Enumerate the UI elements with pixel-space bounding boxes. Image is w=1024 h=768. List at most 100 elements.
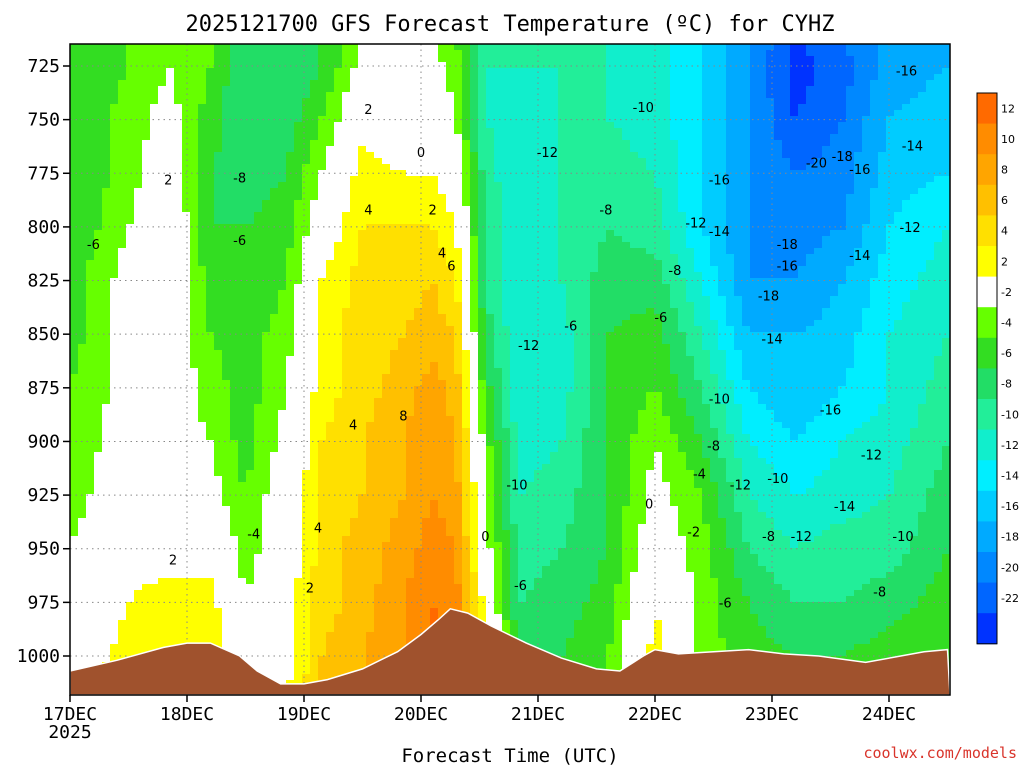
field-cell bbox=[350, 212, 359, 219]
field-cell bbox=[238, 536, 247, 543]
field-cell bbox=[246, 134, 255, 141]
field-cell bbox=[422, 554, 431, 561]
field-cell bbox=[246, 584, 255, 591]
field-cell bbox=[94, 212, 103, 219]
field-cell bbox=[94, 656, 103, 663]
field-cell bbox=[126, 572, 135, 579]
field-cell bbox=[110, 422, 119, 429]
field-cell bbox=[382, 260, 391, 267]
field-cell bbox=[262, 128, 271, 135]
field-cell bbox=[134, 218, 143, 225]
field-cell bbox=[182, 110, 191, 117]
field-cell bbox=[294, 602, 303, 609]
field-cell bbox=[238, 470, 247, 477]
field-cell bbox=[390, 452, 399, 459]
field-cell bbox=[326, 314, 335, 321]
field-cell bbox=[158, 188, 167, 195]
field-cell bbox=[310, 170, 319, 177]
field-cell bbox=[158, 104, 167, 111]
field-cell bbox=[230, 530, 239, 537]
field-cell bbox=[318, 62, 327, 69]
field-cell bbox=[318, 326, 327, 333]
field-cell bbox=[342, 218, 351, 225]
field-cell bbox=[190, 422, 199, 429]
field-cell bbox=[190, 428, 199, 435]
field-cell bbox=[198, 536, 207, 543]
field-cell bbox=[222, 530, 231, 537]
field-cell bbox=[334, 482, 343, 489]
field-cell bbox=[190, 134, 199, 141]
field-cell bbox=[158, 326, 167, 333]
field-cell bbox=[78, 638, 87, 645]
field-cell bbox=[390, 224, 399, 231]
field-cell bbox=[326, 500, 335, 507]
field-cell bbox=[302, 290, 311, 297]
field-cell bbox=[294, 512, 303, 519]
field-cell bbox=[374, 326, 383, 333]
field-cell bbox=[350, 656, 359, 663]
field-cell bbox=[326, 404, 335, 411]
field-cell bbox=[150, 86, 159, 93]
field-cell bbox=[382, 110, 391, 117]
field-cell bbox=[334, 152, 343, 159]
field-cell bbox=[190, 410, 199, 417]
field-cell bbox=[374, 50, 383, 57]
field-cell bbox=[422, 182, 431, 189]
field-cell bbox=[86, 620, 95, 627]
field-cell bbox=[182, 134, 191, 141]
field-cell bbox=[294, 278, 303, 285]
field-cell bbox=[238, 494, 247, 501]
field-cell bbox=[406, 488, 415, 495]
field-cell bbox=[254, 620, 263, 627]
field-cell bbox=[134, 638, 143, 645]
field-cell bbox=[78, 644, 87, 651]
field-cell bbox=[382, 548, 391, 555]
field-cell bbox=[102, 74, 111, 81]
field-cell bbox=[78, 572, 87, 579]
field-cell bbox=[358, 440, 367, 447]
field-cell bbox=[390, 146, 399, 153]
field-cell bbox=[430, 398, 439, 405]
field-cell bbox=[350, 386, 359, 393]
field-cell bbox=[134, 74, 143, 81]
field-cell bbox=[238, 434, 247, 441]
field-cell bbox=[166, 530, 175, 537]
field-cell bbox=[110, 446, 119, 453]
field-cell bbox=[326, 638, 335, 645]
field-cell bbox=[70, 530, 79, 537]
field-cell bbox=[110, 356, 119, 363]
field-cell bbox=[166, 188, 175, 195]
field-cell bbox=[222, 302, 231, 309]
field-cell bbox=[118, 350, 127, 357]
field-cell bbox=[286, 248, 295, 255]
field-cell bbox=[294, 458, 303, 465]
field-cell bbox=[422, 236, 431, 243]
field-cell bbox=[182, 428, 191, 435]
field-cell bbox=[142, 452, 151, 459]
field-cell bbox=[374, 470, 383, 477]
field-cell bbox=[142, 602, 151, 609]
field-cell bbox=[78, 512, 87, 519]
field-cell bbox=[78, 632, 87, 639]
field-cell bbox=[238, 614, 247, 621]
field-cell bbox=[102, 374, 111, 381]
field-cell bbox=[422, 368, 431, 375]
field-cell bbox=[374, 632, 383, 639]
field-cell bbox=[350, 122, 359, 129]
field-cell bbox=[398, 218, 407, 225]
field-cell bbox=[174, 542, 183, 549]
field-cell bbox=[430, 356, 439, 363]
field-cell bbox=[278, 596, 287, 603]
field-cell bbox=[390, 104, 399, 111]
field-cell bbox=[190, 590, 199, 597]
field-cell bbox=[406, 170, 415, 177]
field-cell bbox=[414, 248, 423, 255]
field-cell bbox=[294, 128, 303, 135]
field-cell bbox=[302, 440, 311, 447]
field-cell bbox=[206, 614, 215, 621]
field-cell bbox=[70, 260, 79, 267]
field-cell bbox=[94, 560, 103, 567]
field-cell bbox=[206, 56, 215, 63]
field-cell bbox=[166, 266, 175, 273]
field-cell bbox=[214, 530, 223, 537]
